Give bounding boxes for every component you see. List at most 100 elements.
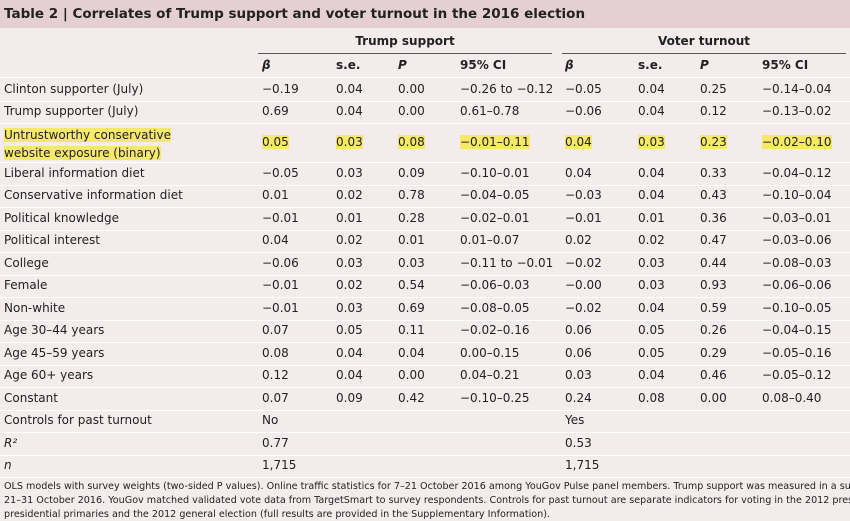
cell-text: 0.04	[336, 345, 363, 360]
column-header: P	[398, 58, 407, 72]
cell-text: 0.01–0.07	[460, 233, 520, 248]
table-cell: −0.10–0.01	[460, 166, 530, 181]
table-cell: 0.01	[638, 211, 665, 226]
table-cell: 0.03	[336, 135, 363, 150]
cell-text: 0.01	[398, 233, 425, 248]
table-cell: 0.29	[700, 346, 727, 361]
table-cell: 0.01	[398, 233, 425, 248]
cell-text: 0.59	[700, 300, 727, 315]
cell-text: 0.04	[262, 233, 289, 248]
cell-text: −0.10–0.05	[762, 300, 832, 315]
cell-text: 0.29	[700, 345, 727, 360]
table-cell: 0.03	[638, 278, 665, 293]
table-cell: −0.10–0.05	[762, 301, 832, 316]
table-cell: 0.24	[565, 391, 592, 406]
cell-text: 0.04	[638, 165, 665, 180]
cell-text: −0.08–0.03	[762, 255, 832, 270]
table-cell: 0.04	[565, 166, 592, 181]
row-separator	[0, 342, 850, 343]
row-label: Untrustworthy conservative website expos…	[4, 126, 219, 162]
table-cell: −0.03–0.01	[762, 211, 832, 226]
table-cell: 0.04	[638, 166, 665, 181]
table-cell: 0.06	[565, 323, 592, 338]
table-cell: −0.03–0.06	[762, 233, 832, 248]
table-cell: −0.08–0.03	[762, 256, 832, 271]
row-label-text: Political knowledge	[4, 210, 120, 225]
row-label-text: Age 45–59 years	[4, 345, 105, 360]
row-label: Non-white	[4, 301, 65, 316]
table-cell: −0.06	[565, 104, 602, 119]
cell-text: 0.43	[700, 188, 727, 203]
cell-text: 0.00	[398, 104, 425, 119]
cell-text: −0.11 to −0.01	[460, 255, 554, 270]
row-label: Age 60+ years	[4, 368, 93, 383]
cell-text: 0.04	[638, 368, 665, 383]
table-cell: 0.00	[398, 82, 425, 97]
cell-text: −0.01	[262, 300, 299, 315]
row-label-text: Age 60+ years	[4, 368, 94, 383]
cell-text: 0.25	[700, 81, 727, 96]
column-header: 95% CI	[460, 58, 507, 72]
row-label: Controls for past turnout	[4, 413, 152, 428]
cell-text: No	[262, 413, 279, 428]
cell-text: 0.01	[262, 188, 289, 203]
row-separator	[0, 184, 850, 186]
cell-text: 0.03	[638, 278, 665, 293]
cell-text: 0.69	[262, 104, 289, 119]
cell-text: 0.69	[398, 300, 425, 315]
cell-text: −0.06	[565, 104, 602, 119]
row-label: Constant	[4, 391, 58, 406]
table-cell: 1,715	[262, 458, 296, 473]
cell-text: 0.03	[336, 135, 363, 149]
table-cell: 0.05	[336, 323, 363, 338]
row-separator	[0, 297, 850, 298]
footnote-line: 21–31 October 2016. YouGov matched valid…	[4, 495, 850, 506]
table-cell: −0.04–0.15	[762, 323, 832, 338]
table-cell: −0.01	[262, 278, 299, 293]
cell-text: −0.08–0.05	[460, 300, 530, 315]
row-label: Political knowledge	[4, 211, 119, 226]
row-separator	[0, 252, 850, 253]
table-cell: −0.11 to −0.01	[460, 256, 553, 271]
table-cell: 0.03	[336, 166, 363, 181]
row-label-text: Female	[4, 278, 48, 293]
cell-text: 0.04	[398, 345, 425, 360]
table-cell: 0.47	[700, 233, 727, 248]
table-cell: 0.01	[262, 188, 289, 203]
cell-text: 0.04	[638, 188, 665, 203]
row-label-text: Liberal information diet	[4, 165, 145, 180]
table-cell: 0.61–0.78	[460, 104, 519, 119]
table-cell: 0.11	[398, 323, 425, 338]
cell-text: 0.47	[700, 233, 727, 248]
table-cell: 0.08	[638, 391, 665, 406]
column-header: P	[700, 58, 709, 72]
cell-text: 0.03	[336, 255, 363, 270]
cell-text: 0.03	[565, 368, 592, 383]
cell-text: 0.04	[565, 135, 592, 149]
table-cell: 0.05	[638, 346, 665, 361]
table-cell: 0.03	[398, 256, 425, 271]
row-label-text: Clinton supporter (July)	[4, 81, 144, 96]
table-cell: 0.01	[336, 211, 363, 226]
table-cell: −0.01–0.11	[460, 135, 530, 150]
table-title: Table 2 | Correlates of Trump support an…	[0, 0, 850, 28]
table-cell: 0.04	[638, 104, 665, 119]
table-cell: −0.01	[262, 301, 299, 316]
cell-text: −0.05–0.16	[762, 345, 832, 360]
cell-text: 0.44	[700, 255, 727, 270]
table-cell: 0.02	[336, 233, 363, 248]
group-rule	[562, 53, 846, 54]
table-cell: −0.26 to −0.12	[460, 82, 553, 97]
table-cell: −0.05	[262, 166, 299, 181]
table-cell: 0.53	[565, 436, 592, 451]
cell-text: 0.33	[700, 165, 727, 180]
row-label: Female	[4, 278, 47, 293]
cell-text: −0.03–0.01	[762, 210, 832, 225]
footnote-line: OLS models with survey weights (two-side…	[4, 481, 850, 492]
table-cell: 0.04	[336, 346, 363, 361]
table-cell: −0.19	[262, 82, 299, 97]
table-cell: 0.04	[638, 368, 665, 383]
row-label-text: Non-white	[4, 300, 66, 315]
table-cell: 0.00	[398, 104, 425, 119]
